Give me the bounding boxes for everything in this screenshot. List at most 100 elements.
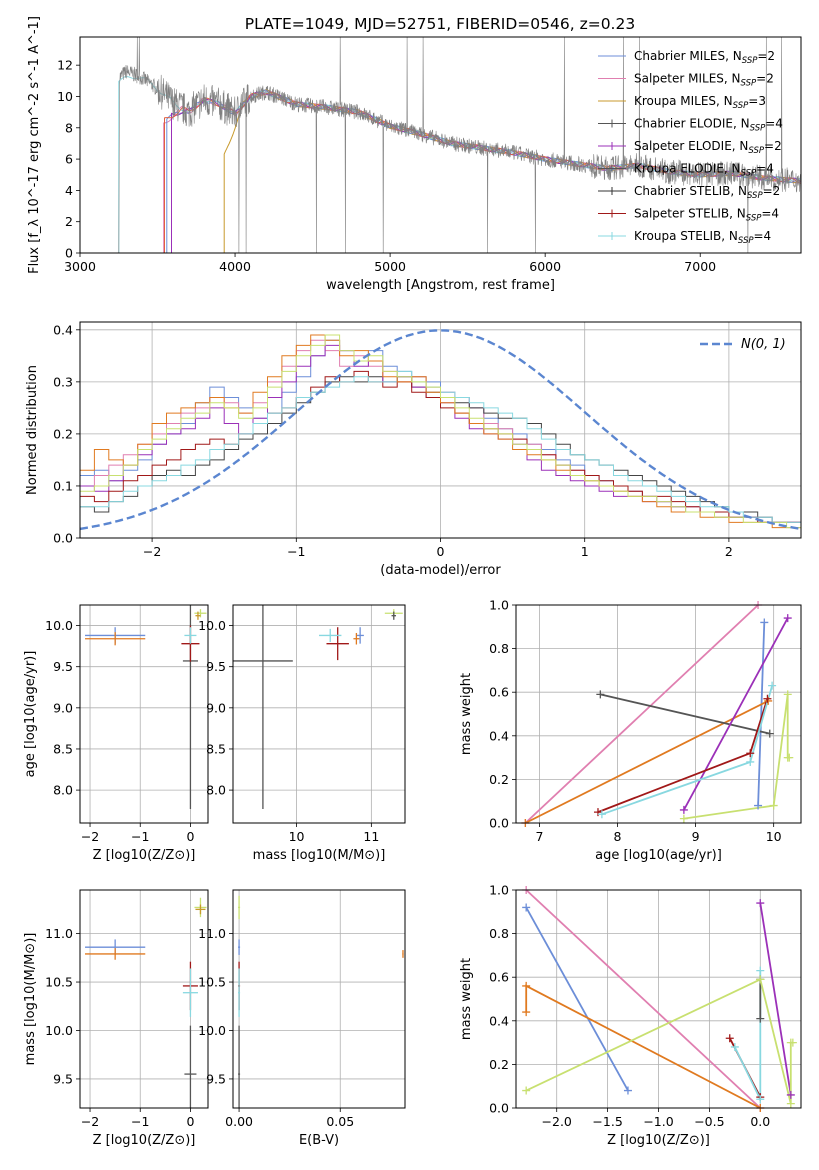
y-tick-label: 0.0 [489, 1101, 509, 1116]
y-axis-label: mass [log10(M/M⊙)] [23, 933, 38, 1066]
x-tick-label: −1.5 [592, 1114, 622, 1129]
y-tick-label: 8.5 [53, 741, 73, 756]
weight-point-marker [725, 1034, 734, 1043]
plot-area [525, 890, 793, 1108]
weight-line [597, 698, 769, 813]
legend-label: Salpeter MILES, NSSP=2 [634, 72, 774, 89]
x-tick-label: −0.5 [694, 1114, 724, 1129]
weight-line [759, 902, 792, 1096]
x-tick-label: −2.0 [542, 1114, 572, 1129]
errorbar-point [391, 611, 397, 620]
y-tick-label: 0.2 [53, 426, 73, 441]
panel-weight_vs_z: −2.0 −1.5 −1.0 −0.5 0.0 0.0 0.2 0.4 0.6 0.8 1.0 Z [… [459, 883, 802, 1148]
x-axis-label: Z [log10(Z/Z⊙)] [93, 1133, 196, 1148]
y-tick-label: 4 [65, 183, 73, 198]
plot-area [524, 605, 790, 823]
y-tick-label: 1.0 [489, 598, 509, 613]
x-tick-label: −2 [81, 1114, 99, 1129]
y-axis-label: mass weight [459, 958, 474, 1040]
x-tick-label: −1 [131, 829, 149, 844]
y-axis-label: Flux [f_λ 10^-17 erg cm^-2 s^-1 A^-1] [27, 16, 42, 274]
weight-point-marker [730, 1042, 739, 1051]
weight-point-marker [765, 729, 774, 738]
y-tick-label: 1.0 [489, 883, 509, 898]
weight-point-marker [783, 690, 792, 699]
y-tick-label: 10 [57, 89, 73, 104]
y-tick-label: 0.4 [489, 728, 509, 743]
panel-mass_vs_z: −2 −1 0 9.5 10.0 10.5 11.0 Z [log10(Z/Z⊙)] mass … [23, 889, 209, 1148]
plot-area [85, 605, 207, 810]
x-axis-label: (data-model)/error [380, 563, 501, 578]
panel-weight_vs_age: 7 8 9 10 0.0 0.2 0.4 0.6 0.8 1.0 age [log10(age/yr… [459, 598, 802, 863]
legend-label: Salpeter ELODIE, NSSP=2 [634, 139, 782, 156]
errorbar-point [238, 1025, 241, 1108]
figure-title: PLATE=1049, MJD=52751, FIBERID=0546, z=0… [245, 15, 635, 33]
x-tick-label: 7 [535, 829, 543, 844]
y-tick-label: 0 [65, 246, 73, 261]
y-tick-label: 6 [65, 152, 73, 167]
axes-frame [79, 604, 209, 824]
x-axis-label: wavelength [Angstrom, rest frame] [326, 278, 555, 293]
x-axis-label: Z [log10(Z/Z⊙)] [607, 1133, 710, 1148]
weight-point-marker [597, 810, 606, 819]
x-tick-label: 10 [766, 829, 782, 844]
weight-point-marker [786, 1090, 795, 1099]
panel-residuals: −2 −1 0 1 2 0.0 0.1 0.2 0.3 0.4 (data-model)/error… [25, 321, 802, 578]
panel-mass_vs_ebv: 0.00 0.05 9.5 10.0 10.5 11.0 E(B-V) [198, 889, 406, 1148]
weight-point-marker [522, 903, 531, 912]
axes-frame [232, 604, 406, 824]
errorbar-point [85, 632, 146, 646]
weight-point-marker [756, 1095, 765, 1104]
x-tick-label: 0.05 [326, 1114, 354, 1129]
weight-point-marker [788, 1038, 797, 1047]
weight-line [600, 693, 771, 735]
x-tick-label: −1.0 [643, 1114, 673, 1129]
x-tick-label: 8 [614, 829, 622, 844]
weight-point-marker [522, 1086, 531, 1095]
x-tick-label: 0 [186, 829, 194, 844]
x-tick-label: 5000 [374, 259, 406, 274]
panel-age_vs_z: −2 −1 0 8.0 8.5 9.0 9.5 10.0 Z [log10(Z/Z⊙)] age … [23, 604, 209, 863]
histogram-step-line [80, 334, 801, 529]
y-axis-label: mass weight [459, 673, 474, 755]
weight-point-marker [769, 801, 778, 810]
x-tick-label: 1 [581, 544, 589, 559]
x-tick-label: 4000 [219, 259, 251, 274]
errorbar-point [85, 948, 146, 960]
y-tick-label: 12 [57, 58, 73, 73]
errorbar-point [319, 628, 342, 643]
weight-line [525, 890, 761, 1108]
errorbar-point [184, 1025, 197, 1108]
x-axis-label: E(B-V) [299, 1133, 339, 1148]
y-tick-label: 10.0 [198, 618, 226, 633]
y-tick-label: 0.8 [489, 641, 509, 656]
weight-point-marker [760, 618, 769, 627]
errorbar-point [195, 904, 206, 915]
x-tick-label: 0.00 [225, 1114, 253, 1129]
panel-spectrum: 3000 4000 5000 6000 7000 0 2 4 6 8 10 12 wavelength … [27, 16, 802, 293]
errorbar-point [184, 627, 197, 644]
x-axis-label: Z [log10(Z/Z⊙)] [93, 848, 196, 863]
legend-label: Kroupa STELIB, NSSP=4 [634, 229, 771, 246]
weight-point-marker [768, 681, 777, 690]
axes-frame [232, 889, 406, 1109]
y-tick-label: 0.8 [489, 926, 509, 941]
axes-frame [79, 36, 802, 254]
y-tick-label: 8.0 [206, 783, 226, 798]
weight-point-marker [596, 690, 605, 699]
y-tick-label: 8.5 [206, 741, 226, 756]
axes-frame [515, 889, 802, 1109]
errorbar-point [402, 950, 404, 958]
plot-area [118, 37, 801, 253]
weight-point-marker [679, 814, 688, 823]
y-tick-label: 9.5 [206, 1071, 226, 1086]
y-tick-label: 0.2 [489, 772, 509, 787]
y-tick-label: 0.2 [489, 1057, 509, 1072]
weight-point-marker [522, 981, 531, 990]
x-tick-label: −1 [287, 544, 305, 559]
x-tick-label: 3000 [64, 259, 96, 274]
x-tick-label: −2 [143, 544, 161, 559]
x-tick-label: 2 [725, 544, 733, 559]
weight-point-marker [785, 753, 794, 762]
axes-frame [79, 889, 209, 1109]
